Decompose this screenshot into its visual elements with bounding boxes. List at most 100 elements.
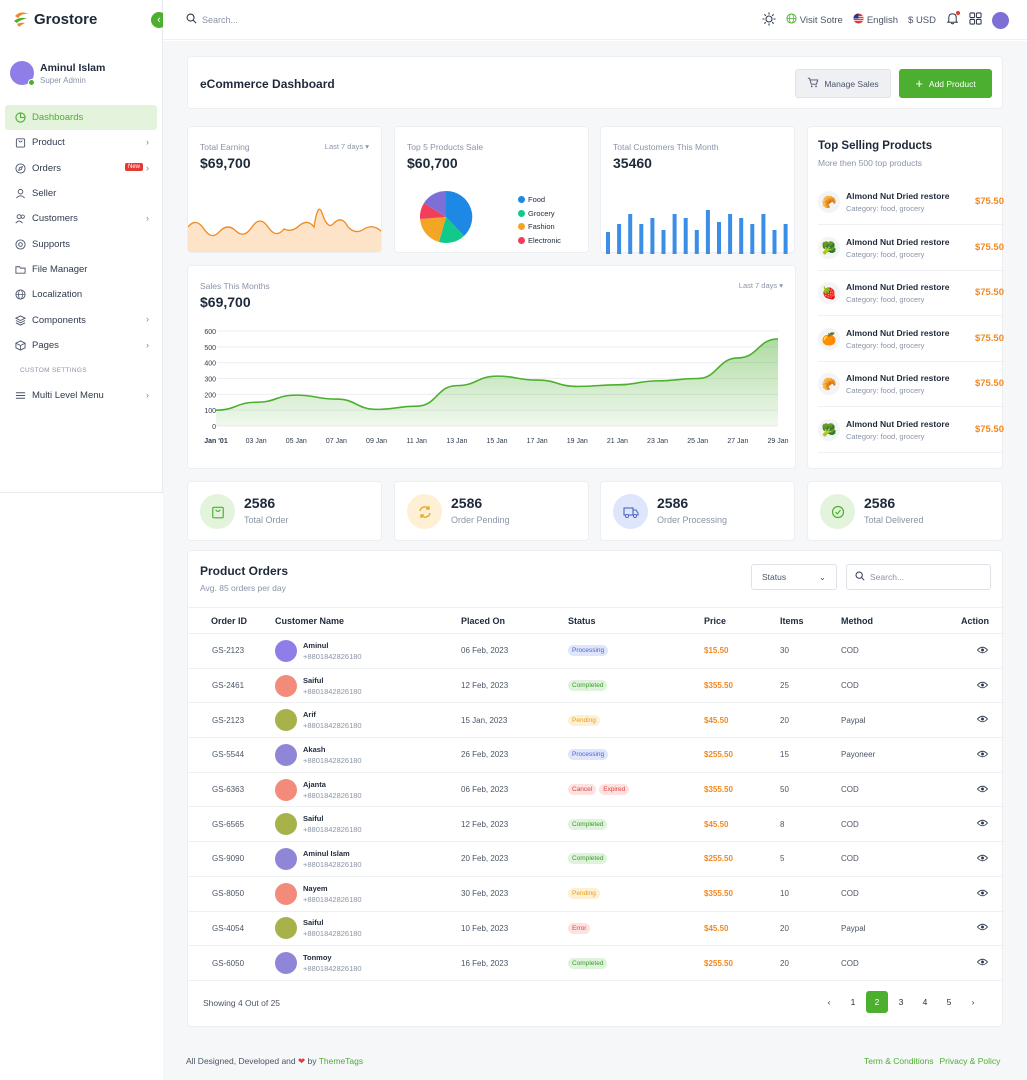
profile-role: Super Admin: [40, 75, 86, 85]
view-eye-icon[interactable]: [976, 785, 989, 795]
top-selling-item[interactable]: 🥦 Almond Nut Dried restore Category: food,…: [818, 226, 1004, 271]
column-header[interactable]: Status: [568, 607, 704, 634]
profile[interactable]: Aminul Islam Super Admin: [5, 56, 157, 90]
next-page-button[interactable]: ›: [971, 997, 975, 1007]
pagination: ‹ 1 2 3 4 5 ›: [818, 991, 984, 1013]
sidebar-item-seller[interactable]: Seller: [5, 181, 157, 206]
prev-page-button[interactable]: ‹: [827, 997, 831, 1007]
sidebar-item-components[interactable]: Components ›: [5, 307, 157, 332]
order-items: 20: [780, 945, 841, 981]
placed-on: 06 Feb, 2023: [461, 633, 568, 669]
manage-sales-button[interactable]: Manage Sales: [795, 69, 891, 98]
top-selling-item[interactable]: 🥦 Almond Nut Dried restore Category: food,…: [818, 408, 1004, 453]
product-price: $75.50: [974, 196, 1004, 207]
payment-method: COD: [841, 945, 961, 981]
top-selling-item[interactable]: 🥐 Almond Nut Dried restore Category: food,…: [818, 362, 1004, 407]
view-eye-icon[interactable]: [976, 681, 989, 691]
visit-store-link[interactable]: Visit Sotre: [786, 13, 843, 27]
status-filter-select[interactable]: Status ⌄: [751, 564, 837, 590]
view-eye-icon[interactable]: [976, 820, 989, 829]
customer-avatar: [275, 778, 297, 801]
top-selling-item[interactable]: 🥐 Almond Nut Dried restore Category: food,…: [818, 180, 1004, 225]
x-tick-label: 25 Jan: [687, 438, 708, 445]
customer-avatar: [275, 674, 297, 697]
customer-name: Ajanta: [303, 779, 326, 789]
table-row[interactable]: GS-9090 Aminul Islam +8801842826180 20 Feb,…: [188, 841, 1004, 877]
sidebar-item-multi-level-menu[interactable]: Multi Level Menu ›: [5, 383, 157, 408]
sidebar-item-supports[interactable]: Supports: [5, 231, 157, 256]
terms-link[interactable]: Term & Conditions: [864, 1056, 934, 1066]
sidebar-item-label: Pages: [32, 339, 59, 351]
search-input[interactable]: Search...: [186, 13, 238, 26]
sidebar-item-customers[interactable]: Customers ›: [5, 206, 157, 231]
view-eye-icon[interactable]: [976, 889, 989, 899]
view-eye-icon[interactable]: [976, 924, 989, 933]
privacy-link[interactable]: Privacy & Policy: [939, 1056, 1001, 1066]
view-eye-icon[interactable]: [976, 750, 989, 760]
apps-grid-icon[interactable]: [969, 12, 982, 28]
table-row[interactable]: GS-6050 Tonmoy +8801842826180 16 Feb, 2023 C…: [188, 945, 1004, 981]
earning-period-dropdown[interactable]: Last 7 days ▾: [324, 142, 369, 151]
custom-settings-heading: CUSTOM SETTINGS: [20, 366, 87, 374]
orders-search-input[interactable]: Search...: [846, 564, 991, 590]
top-selling-item[interactable]: 🍓 Almond Nut Dried restore Category: food,…: [818, 271, 1004, 316]
table-row[interactable]: GS-8050 Nayem +8801842826180 30 Feb, 2023 Pe…: [188, 876, 1004, 912]
currency-selector[interactable]: $ USD: [908, 14, 936, 26]
x-tick-label: 19 Jan: [567, 438, 588, 445]
user-avatar[interactable]: [992, 11, 1009, 29]
logo[interactable]: Grostore: [12, 10, 97, 28]
column-header[interactable]: Method: [841, 607, 961, 634]
add-product-label: Add Product: [928, 78, 976, 89]
table-row[interactable]: GS-2123 Aminul +8801842826180 06 Feb, 2023 P…: [188, 633, 1004, 669]
order-price: $15.50: [704, 633, 780, 669]
sidebar-item-pages[interactable]: Pages ›: [5, 333, 157, 358]
customer-phone: +8801842826180: [303, 721, 362, 731]
theme-toggle-sun-icon[interactable]: [762, 12, 776, 29]
customer-avatar: [275, 813, 297, 836]
column-header[interactable]: Placed On: [461, 607, 568, 634]
column-header[interactable]: Order ID: [188, 607, 275, 634]
page-button[interactable]: 3: [898, 997, 904, 1007]
view-eye-icon[interactable]: [976, 854, 989, 864]
column-header[interactable]: Items: [780, 607, 841, 634]
users-icon: [15, 213, 26, 224]
folder-icon: [15, 264, 26, 275]
page-button[interactable]: 1: [850, 997, 856, 1007]
sales-period-dropdown[interactable]: Last 7 days ▾: [738, 281, 783, 290]
table-row[interactable]: GS-6565 Saiful +8801842826180 12 Feb, 2023 C…: [188, 806, 1004, 843]
table-row[interactable]: GS-4054 Saiful +8801842826180 10 Feb, 2023 E…: [188, 911, 1004, 947]
sidebar-item-product[interactable]: Product ›: [5, 130, 157, 155]
view-eye-icon[interactable]: [976, 958, 989, 968]
column-header[interactable]: Customer Name: [275, 607, 461, 634]
page-button[interactable]: 4: [922, 997, 928, 1007]
visit-store-label: Visit Sotre: [799, 14, 843, 26]
top-selling-item[interactable]: 🍊 Almond Nut Dried restore Category: food,…: [818, 317, 1004, 362]
language-selector[interactable]: English: [853, 13, 898, 27]
page-button-active[interactable]: 2: [866, 991, 888, 1013]
customer-bar: [783, 224, 788, 254]
sidebar-item-dashboards[interactable]: Dashboards: [5, 105, 157, 131]
column-header[interactable]: Price: [704, 607, 780, 634]
view-eye-icon[interactable]: [976, 716, 989, 725]
table-row[interactable]: GS-5544 Akash +8801842826180 26 Feb, 2023 Pr…: [188, 737, 1004, 773]
page-button[interactable]: 5: [946, 997, 952, 1007]
order-id: GS-8050: [188, 876, 275, 912]
view-eye-icon[interactable]: [976, 646, 989, 656]
sidebar-item-localization[interactable]: Localization: [5, 282, 157, 307]
product-category: Category: food, grocery: [846, 295, 925, 304]
check-circle-icon: [820, 494, 855, 529]
logo-icon: [12, 10, 30, 28]
order-items: 20: [780, 702, 841, 739]
table-row[interactable]: GS-2461 Saiful +8801842826180 12 Feb, 2023 C…: [188, 668, 1004, 704]
brand-link[interactable]: ThemeTags: [318, 1056, 364, 1066]
notification-bell-icon[interactable]: [946, 11, 960, 28]
customer-bar: [628, 214, 633, 254]
table-row[interactable]: GS-2123 Arif +8801842826180 15 Jan, 2023 Pen…: [188, 702, 1004, 739]
sidebar-item-orders[interactable]: Orders New ›: [5, 156, 157, 181]
customer-name: Saiful: [303, 814, 324, 824]
cart-icon: [807, 77, 819, 90]
add-product-button[interactable]: + Add Product: [899, 69, 992, 98]
sidebar-item-file-manager[interactable]: File Manager: [5, 257, 157, 282]
table-row[interactable]: GS-6363 Ajanta +8801842826180 06 Feb, 2023 C…: [188, 772, 1004, 808]
payment-method: COD: [841, 841, 961, 877]
